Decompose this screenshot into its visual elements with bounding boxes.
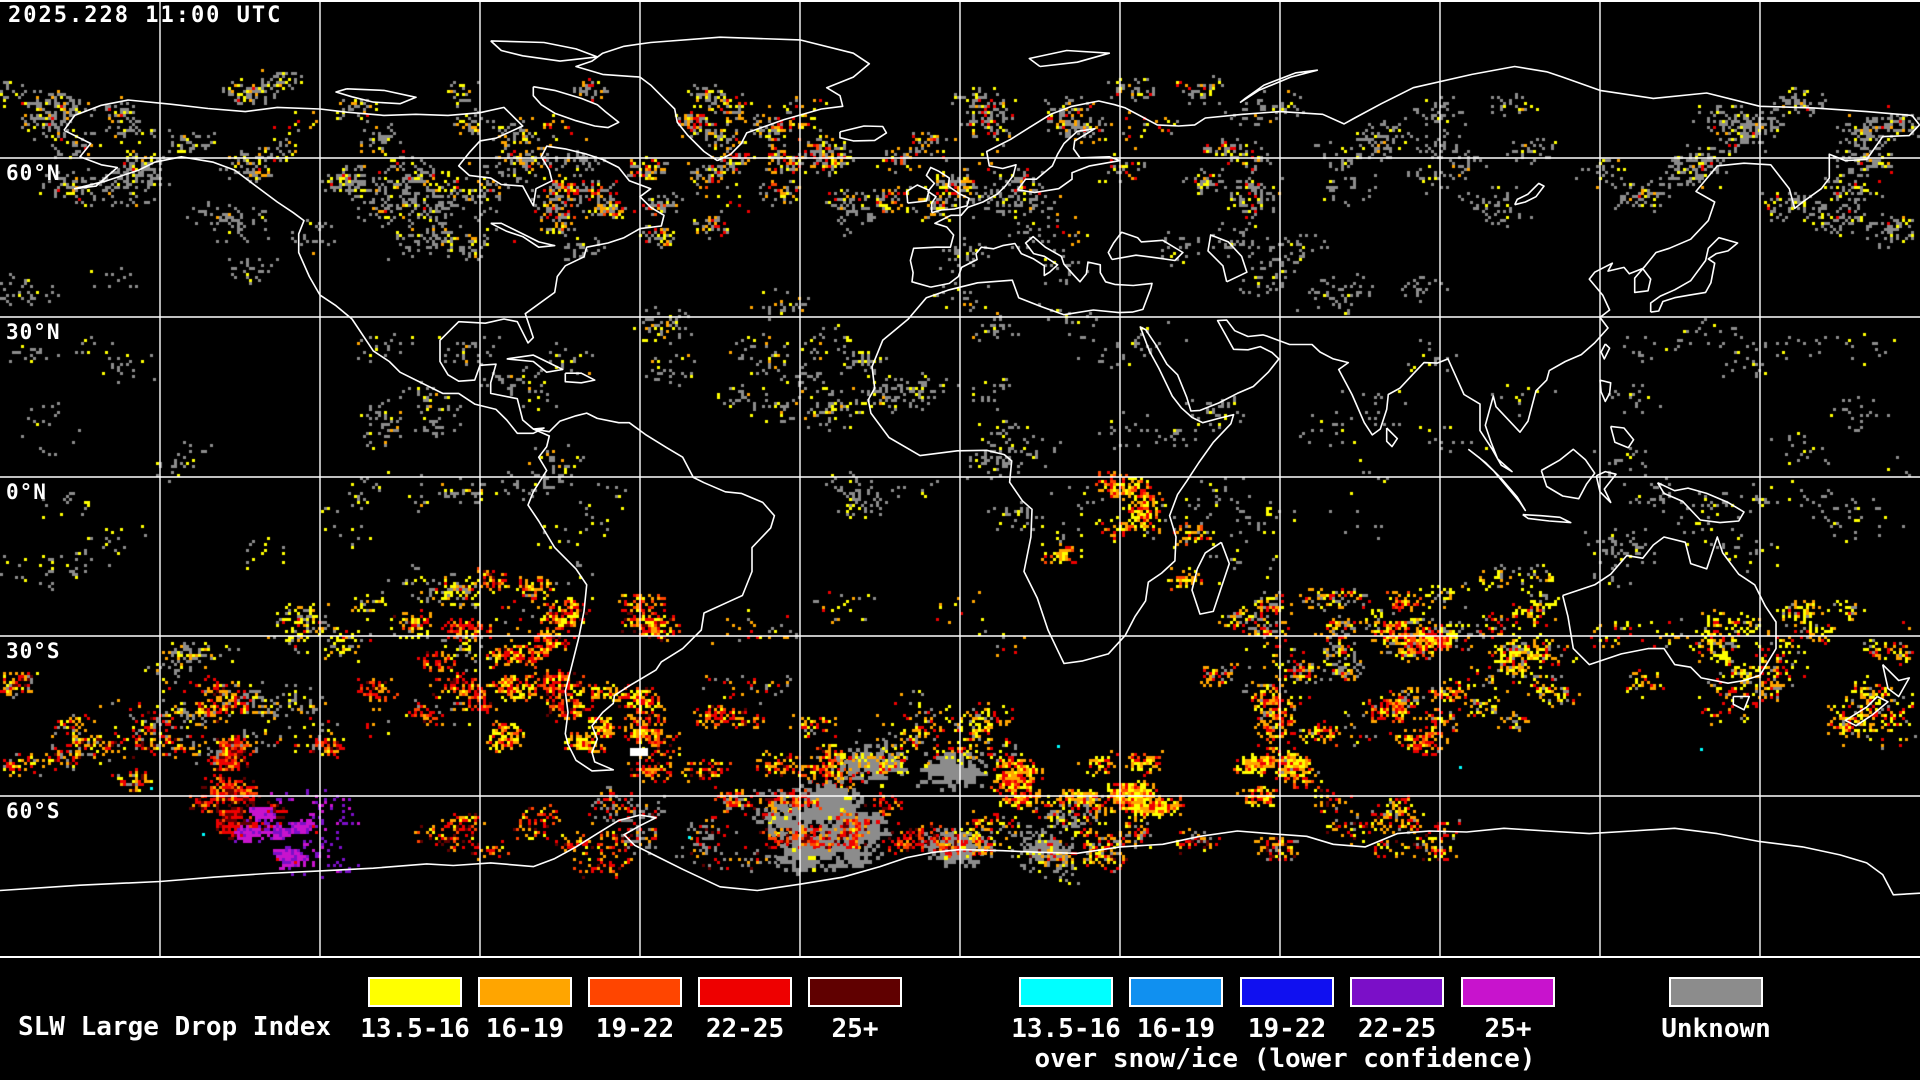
legend-item-primary-3: 19-22: [580, 977, 690, 1044]
legend-item-label: Unknown: [1661, 1014, 1771, 1044]
legend-item-label: 13.5-16: [1011, 1014, 1121, 1044]
legend-bar: SLW Large Drop Index 13.5-16 16-19 19-22…: [0, 958, 1920, 1080]
slw-world-map: 2025.228 11:00 UTC 60°N 30°N 0°N 30°S 60…: [0, 0, 1920, 958]
legend-item-primary-5: 25+: [800, 977, 910, 1044]
color-swatch: [1019, 977, 1113, 1007]
legend-snowice-caption: over snow/ice (lower confidence): [1034, 1044, 1536, 1074]
legend-item-primary-2: 16-19: [470, 977, 580, 1044]
color-swatch: [1350, 977, 1444, 1007]
timestamp: 2025.228 11:00 UTC: [8, 3, 283, 28]
legend-item-label: 16-19: [1136, 1014, 1216, 1044]
legend-item-snowice-4: 22-25: [1342, 977, 1452, 1044]
color-swatch: [1240, 977, 1334, 1007]
color-swatch: [1129, 977, 1223, 1007]
color-swatch: [1461, 977, 1555, 1007]
legend-item-label: 22-25: [1357, 1014, 1437, 1044]
legend-item-snowice-1: 13.5-16: [1011, 977, 1121, 1044]
color-swatch: [1669, 977, 1763, 1007]
legend-item-label: 19-22: [1247, 1014, 1327, 1044]
legend-item-label: 22-25: [705, 1014, 785, 1044]
color-swatch: [478, 977, 572, 1007]
grid-and-coastlines: [0, 0, 1920, 958]
color-swatch: [698, 977, 792, 1007]
legend-item-snowice-2: 16-19: [1121, 977, 1231, 1044]
legend-item-snowice-5: 25+: [1453, 977, 1563, 1044]
legend-item-label: 19-22: [595, 1014, 675, 1044]
legend-item-label: 25+: [1484, 1014, 1532, 1044]
legend-item-label: 16-19: [485, 1014, 565, 1044]
legend-item-primary-4: 22-25: [690, 977, 800, 1044]
latitude-label-30s: 30°S: [6, 639, 61, 663]
legend-item-label: 13.5-16: [360, 1014, 470, 1044]
latitude-label-60n: 60°N: [6, 161, 61, 185]
latitude-label-0n: 0°N: [6, 480, 47, 504]
color-swatch: [808, 977, 902, 1007]
legend-title: SLW Large Drop Index: [18, 1012, 332, 1042]
legend-item-snowice-3: 19-22: [1232, 977, 1342, 1044]
latitude-label-60s: 60°S: [6, 799, 61, 823]
latitude-label-30n: 30°N: [6, 320, 61, 344]
legend-item-unknown: Unknown: [1651, 977, 1781, 1044]
color-swatch: [588, 977, 682, 1007]
legend-item-label: 25+: [831, 1014, 879, 1044]
legend-item-primary-1: 13.5-16: [360, 977, 470, 1044]
color-swatch: [368, 977, 462, 1007]
